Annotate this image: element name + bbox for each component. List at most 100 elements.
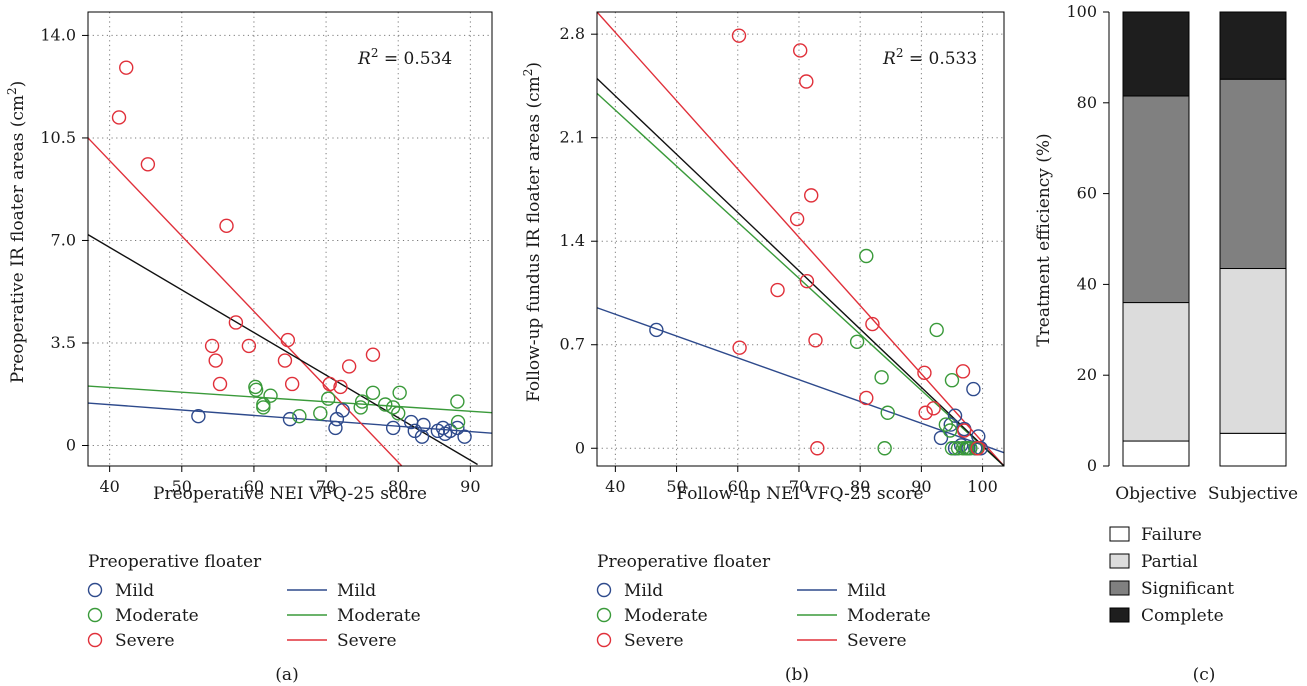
panel-a-fit-line-moderate [87,385,493,414]
panel-b-point-moderate [963,441,978,456]
panel-a-point-moderate [353,400,368,415]
panel-b-ylabel-close: ) [524,62,544,69]
panel-a-ylabel-sup: 2 [5,87,19,95]
panel-a: Preoperative IR floater areas (cm2) 03.5… [5,11,493,685]
panel-b-points [649,28,988,456]
panel-a-point-severe [204,338,220,354]
panel-a-fit-line-severe [87,137,403,467]
panel-c-y-tick-label: 20 [1077,365,1097,384]
panel-a-point-severe [219,218,234,234]
panel-a-point-moderate [354,394,370,409]
panel-b-point-mild [943,417,958,432]
panel-a-point-moderate [391,406,406,421]
panel-b-point-moderate [942,423,958,438]
panel-a-fit-line-overall [87,234,478,466]
panel-b-y-ticks: 0 0.7 1.4 2.1 2.8 [560,24,597,457]
panel-b-point-mild [649,322,664,338]
panel-b-legend-line-label-mild: Mild [847,581,886,601]
panel-b-r-squared: R2 = 0.533 [882,46,977,69]
panel-a-point-severe [212,376,228,392]
panel-a-r-squared-r: R [357,49,371,69]
panel-b-fit-line-mild [596,307,1005,454]
panel-a-point-mild [414,429,430,444]
panel-b-ylabel: Follow-up fundus IR floater areas (cm [524,76,544,402]
panel-b-legend-title: Preoperative floater [597,552,771,572]
panel-a-legend-marker-mild [87,582,103,598]
panel-b-r-squared-sup: 2 [896,46,904,60]
panel-a-point-mild [328,420,343,436]
panel-a-point-moderate [321,391,336,406]
panel-c-legend-swatch-complete [1109,607,1130,623]
panel-a-point-severe [119,60,134,75]
panel-b-point-severe [859,390,874,406]
panel-b-point-severe [799,273,815,289]
panel-a-point-severe [277,353,293,368]
panel-c-legend-label-significant: Significant [1141,579,1234,599]
panel-a-point-mild [442,423,458,439]
panel-a-y-axis-title: Preoperative IR floater areas (cm2) [5,81,28,384]
panel-b-point-moderate [880,405,895,420]
panel-b-point-severe [970,441,985,456]
panel-a-point-severe [241,338,257,354]
panel-b-point-severe [799,74,814,89]
panel-a-x-tick-label: 40 [99,477,119,496]
panel-a-point-moderate [378,397,393,412]
panel-b-point-severe [792,43,808,58]
panel-a-point-moderate [256,397,271,412]
panel-a-point-mild [435,420,451,436]
panel-a-y-tick-label: 7.0 [51,230,76,249]
panel-a-point-moderate [450,394,465,409]
panel-a-plot-frame [87,11,493,467]
panel-b-point-severe [926,401,941,416]
panel-a-legend-label-severe: Severe [115,631,175,651]
panel-c-y-tick-label: 40 [1077,274,1097,293]
panel-b-x-tick-label: 80 [850,477,870,496]
panel-b-y-tick-label: 0 [575,438,585,457]
panel-a-point-mild [191,409,206,424]
panel-a-point-mild [335,403,350,418]
panel-b-y-tick-label: 1.4 [560,231,585,250]
panel-b-x-axis-title: Follow-up NEI VFQ-25 score [676,484,923,504]
panel-b-legend-marker-moderate [596,607,612,623]
panel-b-point-moderate [944,373,960,388]
panel-b-point-mild [966,381,981,397]
panel-a-x-tick-label: 80 [388,477,408,496]
panel-b-x-tick-label: 70 [789,477,809,496]
panel-a-ylabel-close: ) [8,81,28,88]
panel-a-point-severe [208,353,223,368]
panel-a-point-severe [322,376,337,392]
panel-b-point-moderate [929,322,944,338]
panel-b-point-severe [770,282,785,298]
panel-c-bar-subjective-significant [1219,78,1287,270]
panel-c-legend-swatch-failure [1109,526,1130,542]
panel-b-legend-marker-mild [596,582,612,598]
panel-c-legend-swatch-partial [1109,553,1130,569]
panel-a-x-ticks: 40 50 60 70 80 90 [99,466,481,496]
panel-a-legend-label-moderate: Moderate [115,606,199,626]
panel-a-point-severe [280,332,296,348]
panel-b-r-squared-r: R [882,49,896,69]
panel-b-legend-marker-severe [596,632,612,648]
panel-a-point-moderate [392,385,407,400]
panel-b-y-tick-label: 0.7 [560,335,585,354]
panel-b-point-severe [789,211,805,227]
panel-a-y-tick-label: 3.5 [51,333,76,352]
panel-a-point-severe [284,376,300,392]
panel-b-point-severe [917,365,932,381]
panel-c-y-axis-title: Treatment efficiency (%) [1034,133,1054,346]
panel-c-bar-subjective-failure [1219,432,1287,467]
panel-a-fit-line-mild [87,402,493,434]
panel-b-point-severe [731,28,747,43]
panel-b-point-moderate [849,334,865,349]
panel-c-bars [1122,11,1287,467]
panel-c-bar-objective-partial [1122,302,1190,442]
panel-a-r-squared: R2 = 0.534 [357,46,452,69]
panel-b-point-severe [808,333,823,348]
panel-a-x-axis-title: Preoperative NEI VFQ-25 score [153,484,427,504]
panel-b-plot-frame [596,11,1005,467]
panel-b-r-squared-value: = 0.533 [903,49,977,69]
panel-a-legend-label-mild: Mild [115,581,154,601]
panel-b-point-severe [732,340,747,355]
panel-a-y-tick-label: 10.5 [40,128,76,147]
